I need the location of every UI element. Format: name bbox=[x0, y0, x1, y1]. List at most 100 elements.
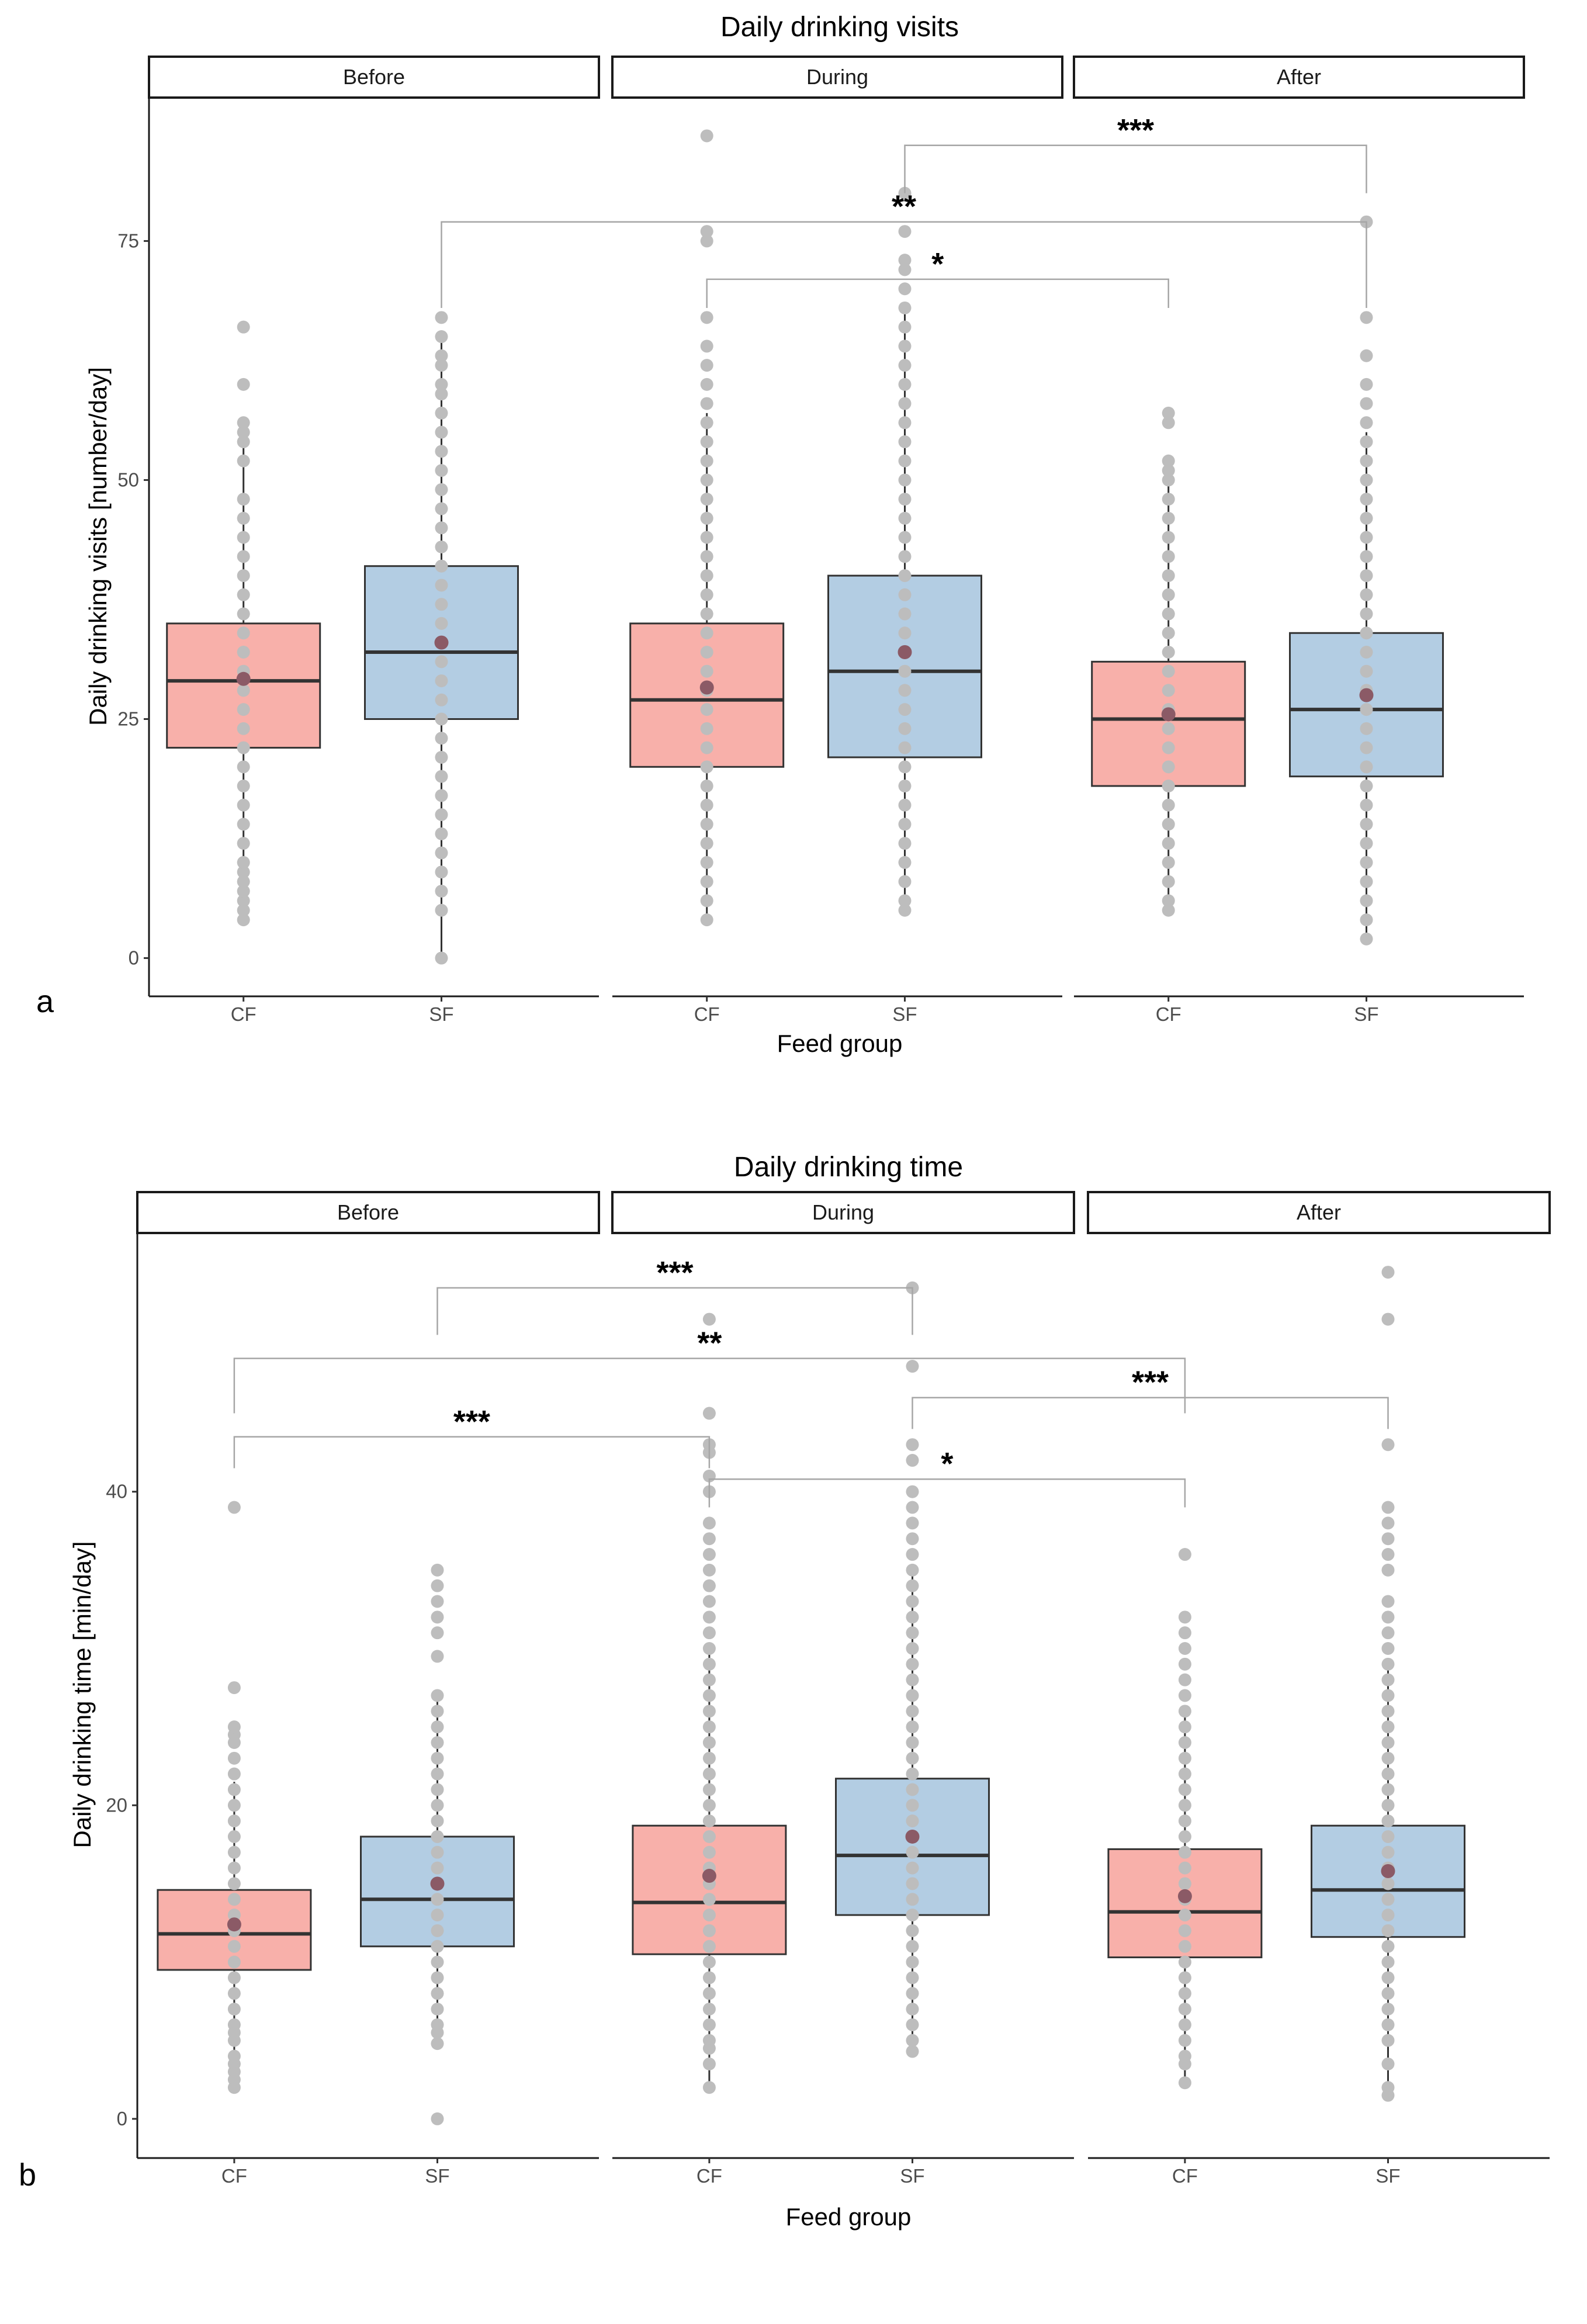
chart-title: Daily drinking time bbox=[734, 1152, 963, 1183]
data-point bbox=[898, 435, 912, 449]
data-point bbox=[1178, 2034, 1191, 2047]
data-point bbox=[1381, 1657, 1395, 1671]
data-point bbox=[237, 569, 250, 583]
data-point bbox=[431, 1924, 444, 1937]
data-point bbox=[1360, 837, 1373, 850]
x-axis-title: Feed group bbox=[777, 1030, 903, 1057]
facet-strip-label: After bbox=[1277, 65, 1321, 89]
data-point bbox=[1360, 626, 1373, 640]
data-point bbox=[435, 359, 448, 372]
data-point bbox=[702, 2081, 716, 2094]
data-point bbox=[1162, 454, 1175, 467]
data-point bbox=[906, 1987, 919, 2000]
data-point bbox=[702, 1673, 716, 1686]
data-point bbox=[700, 798, 713, 812]
data-point bbox=[906, 2034, 919, 2047]
data-point bbox=[435, 655, 448, 669]
box-after-sf bbox=[1311, 1266, 1465, 2102]
data-point bbox=[435, 541, 448, 553]
data-point bbox=[700, 454, 713, 467]
data-point bbox=[435, 349, 448, 362]
x-axis-title: Feed group bbox=[786, 2203, 912, 2231]
data-point bbox=[227, 1799, 241, 1812]
data-point bbox=[702, 1799, 716, 1812]
x-tick-label: SF bbox=[425, 2165, 449, 2187]
data-point bbox=[435, 674, 448, 688]
data-point bbox=[702, 1595, 716, 1608]
data-point bbox=[1360, 397, 1373, 410]
data-point bbox=[702, 1689, 716, 1702]
data-point bbox=[1381, 1532, 1395, 1546]
data-point bbox=[435, 616, 448, 630]
data-point bbox=[1178, 1799, 1191, 1812]
data-point bbox=[1381, 1595, 1395, 1608]
data-point bbox=[1162, 569, 1175, 583]
data-point bbox=[906, 1563, 919, 1577]
box-during-cf bbox=[632, 1312, 787, 2094]
significance-label: *** bbox=[656, 1255, 693, 1290]
data-point bbox=[227, 1814, 241, 1828]
y-tick-label: 0 bbox=[129, 947, 139, 969]
data-point bbox=[237, 626, 250, 640]
data-point bbox=[1360, 416, 1373, 430]
data-point bbox=[431, 2112, 444, 2125]
data-point bbox=[431, 1909, 444, 1922]
data-point bbox=[435, 865, 448, 879]
data-point bbox=[1178, 1626, 1191, 1640]
data-point bbox=[1162, 894, 1175, 908]
data-point bbox=[237, 760, 250, 774]
data-point bbox=[906, 1626, 919, 1640]
data-point bbox=[906, 1501, 919, 1514]
data-point bbox=[435, 808, 448, 822]
data-point bbox=[700, 664, 713, 678]
significance-bracket: * bbox=[706, 247, 1169, 308]
data-point bbox=[1162, 903, 1175, 917]
y-tick-label: 20 bbox=[106, 1794, 127, 1816]
data-point bbox=[237, 511, 250, 525]
data-point bbox=[898, 340, 912, 353]
chart-daily-drinking-visits: Daily drinking visits Feed group Daily d… bbox=[36, 12, 1525, 1057]
data-point bbox=[1360, 645, 1373, 659]
data-point bbox=[237, 780, 250, 793]
data-point bbox=[700, 913, 713, 927]
data-point bbox=[1381, 1924, 1395, 1937]
data-point bbox=[1178, 2076, 1191, 2090]
data-point bbox=[227, 2049, 241, 2063]
data-point bbox=[237, 416, 250, 430]
data-point bbox=[431, 1610, 444, 1624]
data-point bbox=[237, 913, 250, 927]
mean-point bbox=[1177, 1889, 1192, 1903]
data-point bbox=[702, 2018, 716, 2031]
data-point bbox=[237, 454, 250, 467]
data-point bbox=[1360, 454, 1373, 467]
data-point bbox=[1381, 1939, 1395, 1953]
data-point bbox=[435, 750, 448, 764]
data-point bbox=[1178, 2018, 1191, 2031]
data-point bbox=[700, 856, 713, 869]
data-point bbox=[431, 1939, 444, 1953]
data-point bbox=[1381, 1830, 1395, 1843]
data-point bbox=[237, 703, 250, 716]
data-point bbox=[1178, 1673, 1191, 1686]
data-point bbox=[906, 1579, 919, 1592]
box-after-cf bbox=[1091, 406, 1246, 917]
bracket-line bbox=[441, 221, 1367, 308]
x-tick-label: SF bbox=[1375, 2165, 1400, 2187]
data-point bbox=[431, 2003, 444, 2016]
data-point bbox=[431, 2037, 444, 2051]
significance-layer: ************ bbox=[233, 1255, 1389, 1508]
data-point bbox=[431, 1830, 444, 1843]
facet-strip bbox=[611, 1191, 1075, 1234]
mean-point bbox=[227, 1917, 241, 1932]
data-point bbox=[1381, 1720, 1395, 1734]
data-point bbox=[1162, 473, 1175, 487]
facet-strip-label: After bbox=[1297, 1200, 1341, 1224]
data-point bbox=[431, 1720, 444, 1734]
data-point bbox=[435, 732, 448, 745]
mean-point bbox=[236, 671, 251, 686]
data-point bbox=[431, 1987, 444, 2000]
data-point bbox=[1360, 493, 1373, 506]
mean-point bbox=[1381, 1864, 1395, 1879]
data-point bbox=[1178, 1939, 1191, 1953]
data-point bbox=[237, 722, 250, 735]
